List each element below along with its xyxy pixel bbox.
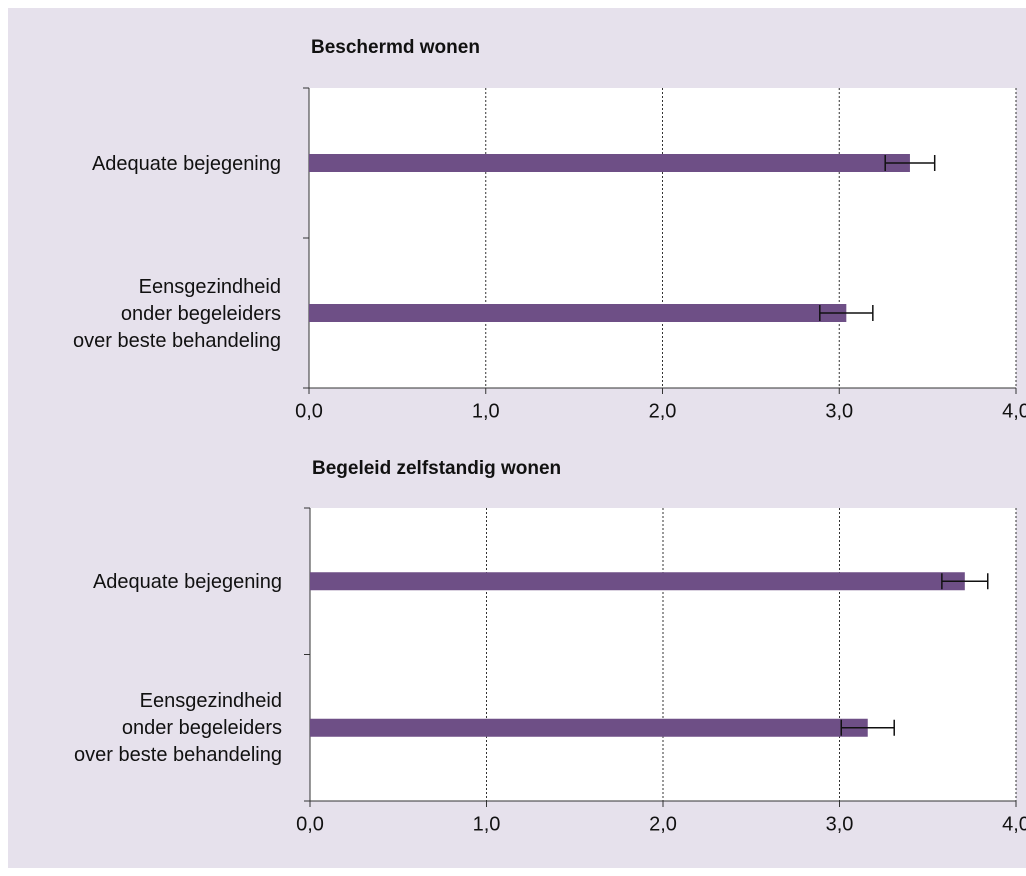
bar xyxy=(309,154,910,172)
x-tick-label: 4,0 xyxy=(1002,813,1026,835)
chart-title: Beschermd wonen xyxy=(311,37,480,58)
x-tick-label: 2,0 xyxy=(649,400,677,422)
chart-title: Begeleid zelfstandig wonen xyxy=(312,458,561,479)
x-tick-label: 0,0 xyxy=(295,400,323,422)
x-tick-label: 3,0 xyxy=(826,813,854,835)
x-tick-label: 0,0 xyxy=(296,813,324,835)
y-tick-label: Eensgezindheid onder begeleiders over be… xyxy=(73,275,281,352)
y-tick-label: Adequate bejegening xyxy=(92,570,282,593)
y-tick-label: Eensgezindheid onder begeleiders over be… xyxy=(74,690,282,767)
bar xyxy=(310,718,868,737)
x-tick-label: 3,0 xyxy=(825,400,853,422)
x-tick-label: 1,0 xyxy=(472,400,500,422)
bar xyxy=(309,304,847,322)
bar xyxy=(310,572,965,591)
x-tick-label: 2,0 xyxy=(649,813,677,835)
x-tick-label: 4,0 xyxy=(1002,400,1026,422)
y-tick-label: Adequate bejegening xyxy=(91,152,281,175)
x-tick-label: 1,0 xyxy=(473,813,501,835)
